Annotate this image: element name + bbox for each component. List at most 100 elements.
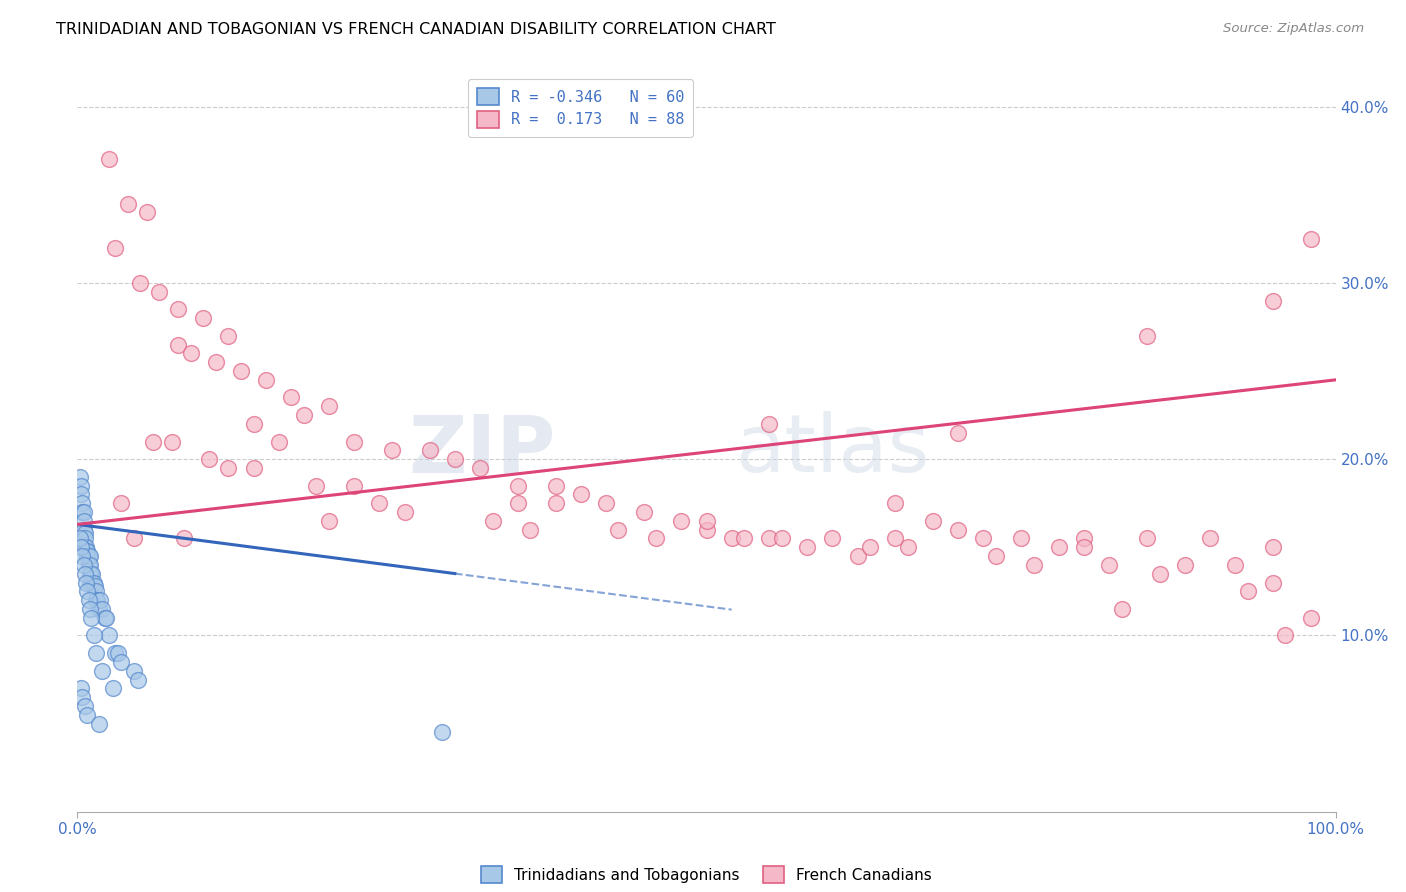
Point	[83, 575, 105, 590]
Point	[72, 549, 94, 563]
Point	[101, 681, 124, 696]
Point	[1073, 541, 1095, 555]
Point	[70, 541, 93, 555]
Point	[1022, 558, 1045, 572]
Point	[79, 549, 101, 563]
Point	[444, 452, 467, 467]
Point	[83, 628, 105, 642]
Point	[468, 461, 491, 475]
Point	[110, 496, 132, 510]
Point	[506, 478, 529, 492]
Point	[519, 523, 541, 537]
Point	[86, 593, 108, 607]
Point	[481, 514, 503, 528]
Point	[69, 470, 91, 484]
Point	[305, 478, 328, 492]
Point	[72, 558, 94, 572]
Point	[821, 532, 844, 546]
Point	[122, 664, 145, 678]
Point	[127, 673, 149, 687]
Point	[1136, 532, 1159, 546]
Point	[173, 532, 195, 546]
Point	[1261, 541, 1284, 555]
Point	[160, 434, 183, 449]
Point	[72, 690, 94, 705]
Point	[91, 602, 114, 616]
Point	[82, 566, 104, 581]
Point	[76, 584, 98, 599]
Point	[75, 575, 97, 590]
Point	[506, 496, 529, 510]
Text: atlas: atlas	[735, 411, 929, 490]
Point	[110, 655, 132, 669]
Point	[148, 285, 170, 299]
Point	[73, 526, 96, 541]
Point	[796, 541, 818, 555]
Point	[544, 496, 567, 510]
Point	[1299, 611, 1322, 625]
Point	[1199, 532, 1222, 546]
Point	[84, 593, 107, 607]
Point	[318, 399, 340, 413]
Point	[280, 391, 302, 405]
Point	[70, 681, 93, 696]
Point	[859, 541, 882, 555]
Point	[135, 205, 157, 219]
Point	[84, 584, 107, 599]
Point	[79, 558, 101, 572]
Point	[117, 196, 139, 211]
Point	[129, 276, 152, 290]
Point	[70, 487, 93, 501]
Point	[948, 523, 970, 537]
Point	[1010, 532, 1032, 546]
Point	[1261, 575, 1284, 590]
Point	[1299, 232, 1322, 246]
Point	[1174, 558, 1197, 572]
Point	[198, 452, 221, 467]
Point	[884, 496, 907, 510]
Point	[292, 408, 315, 422]
Point	[122, 532, 145, 546]
Point	[394, 505, 416, 519]
Point	[97, 628, 120, 642]
Point	[720, 532, 742, 546]
Point	[82, 575, 104, 590]
Point	[984, 549, 1007, 563]
Point	[671, 514, 693, 528]
Point	[204, 355, 226, 369]
Point	[167, 337, 190, 351]
Point	[87, 602, 110, 616]
Point	[84, 579, 107, 593]
Point	[73, 698, 96, 713]
Text: TRINIDADIAN AND TOBAGONIAN VS FRENCH CANADIAN DISABILITY CORRELATION CHART: TRINIDADIAN AND TOBAGONIAN VS FRENCH CAN…	[56, 22, 776, 37]
Point	[89, 593, 111, 607]
Point	[76, 544, 98, 558]
Point	[633, 505, 655, 519]
Point	[75, 541, 97, 555]
Point	[242, 461, 264, 475]
Point	[1223, 558, 1246, 572]
Point	[229, 364, 252, 378]
Point	[645, 532, 668, 546]
Point	[96, 611, 118, 625]
Point	[1136, 328, 1159, 343]
Point	[80, 611, 103, 625]
Point	[254, 373, 277, 387]
Point	[343, 478, 366, 492]
Point	[79, 602, 101, 616]
Point	[70, 478, 93, 492]
Point	[1236, 584, 1258, 599]
Point	[79, 566, 101, 581]
Point	[1274, 628, 1296, 642]
Point	[758, 532, 780, 546]
Point	[419, 443, 441, 458]
Point	[73, 566, 96, 581]
Point	[217, 328, 239, 343]
Point	[1111, 602, 1133, 616]
Point	[72, 523, 94, 537]
Point	[97, 153, 120, 167]
Point	[91, 664, 114, 678]
Point	[770, 532, 793, 546]
Point	[77, 593, 100, 607]
Point	[948, 425, 970, 440]
